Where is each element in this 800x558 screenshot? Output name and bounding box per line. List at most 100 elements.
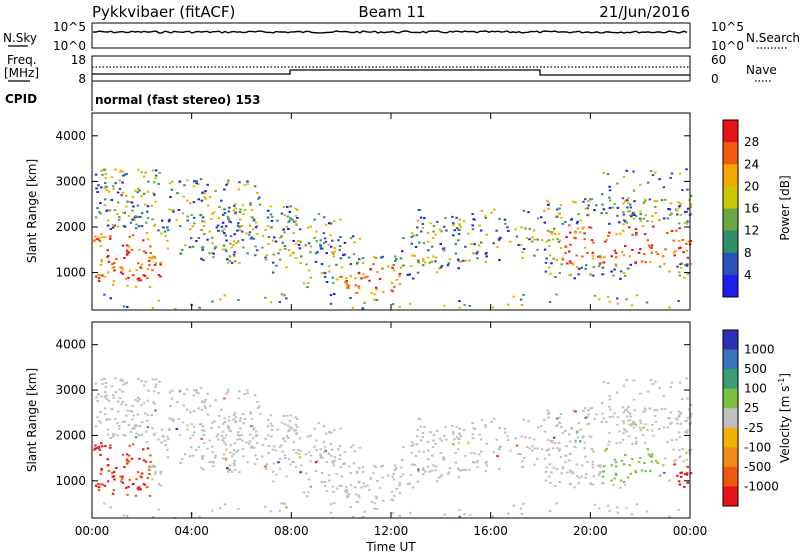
velocity-cell bbox=[295, 432, 298, 435]
velocity-cell bbox=[309, 485, 312, 488]
power-cell bbox=[139, 216, 142, 218]
power-cell bbox=[345, 280, 348, 282]
power-cell bbox=[118, 218, 121, 221]
power-cell bbox=[133, 218, 136, 221]
power-cell bbox=[375, 288, 378, 291]
velocity-cell bbox=[410, 441, 414, 444]
velocity-cell bbox=[373, 502, 376, 505]
velocity-cell bbox=[223, 417, 226, 420]
velocity-cell bbox=[324, 432, 328, 435]
colorbar-swatch bbox=[723, 252, 738, 276]
power-cell bbox=[588, 226, 591, 229]
velocity-cell bbox=[192, 410, 196, 413]
power-cell bbox=[272, 253, 275, 256]
power-cell bbox=[650, 251, 654, 254]
power-cell bbox=[167, 220, 171, 223]
velocity-cell bbox=[375, 497, 378, 500]
cpid-label: CPID bbox=[5, 92, 37, 106]
power-cell bbox=[139, 279, 142, 282]
power-cell bbox=[333, 293, 336, 295]
power-cell bbox=[672, 251, 676, 254]
velocity-cell bbox=[395, 487, 398, 490]
power-cell bbox=[216, 224, 220, 227]
power-cell bbox=[125, 249, 129, 252]
power-cell bbox=[271, 239, 275, 242]
power-cell bbox=[137, 277, 141, 280]
power-cell bbox=[249, 202, 252, 205]
velocity-cell bbox=[123, 466, 126, 468]
velocity-cell bbox=[242, 422, 245, 425]
velocity-cell bbox=[127, 460, 131, 463]
velocity-cell bbox=[186, 424, 189, 427]
velocity-cell bbox=[464, 454, 467, 457]
velocity-cell bbox=[116, 422, 119, 425]
velocity-cell bbox=[95, 484, 98, 487]
power-cell bbox=[233, 203, 237, 206]
velocity-cell bbox=[689, 472, 693, 475]
velocity-cell bbox=[434, 442, 437, 445]
velocity-cell bbox=[247, 442, 251, 445]
power-cell bbox=[217, 229, 220, 232]
power-cell bbox=[224, 248, 227, 251]
noise-left-tick-top: 10^5 bbox=[53, 20, 86, 34]
power-cell bbox=[280, 293, 284, 296]
velocity-cell bbox=[113, 418, 117, 421]
power-cell bbox=[153, 223, 157, 226]
velocity-cell bbox=[634, 470, 637, 473]
velocity-cell bbox=[202, 468, 205, 471]
power-cell bbox=[551, 231, 554, 233]
velocity-cell bbox=[282, 437, 286, 440]
power-cell bbox=[382, 291, 385, 293]
power-cell bbox=[104, 236, 107, 239]
power-cell bbox=[100, 233, 103, 236]
velocity-cell bbox=[421, 468, 425, 471]
power-cell bbox=[476, 250, 479, 253]
velocity-cell bbox=[545, 466, 548, 469]
velocity-cell bbox=[616, 415, 620, 418]
velocity-cell bbox=[139, 475, 142, 478]
velocity-cell bbox=[514, 437, 517, 440]
velocity-cell bbox=[240, 433, 243, 436]
velocity-cell bbox=[655, 409, 659, 412]
velocity-cell bbox=[507, 439, 510, 441]
velocity-cell bbox=[146, 447, 150, 450]
velocity-cell bbox=[255, 430, 258, 433]
velocity-cell bbox=[342, 463, 345, 466]
power-cell bbox=[554, 276, 557, 278]
power-cell bbox=[114, 168, 117, 171]
velocity-cell bbox=[221, 430, 225, 433]
velocity-cell bbox=[267, 452, 270, 454]
power-cell bbox=[256, 191, 259, 194]
power-cell bbox=[625, 221, 628, 224]
power-cell bbox=[457, 267, 460, 270]
velocity-cell bbox=[614, 472, 618, 475]
velocity-cell bbox=[674, 459, 678, 461]
power-cell bbox=[679, 246, 682, 249]
velocity-cell bbox=[581, 464, 584, 467]
velocity-cell bbox=[428, 470, 431, 473]
power-cell bbox=[113, 224, 116, 227]
power-cell bbox=[668, 270, 671, 273]
power-cell bbox=[93, 238, 97, 241]
velocity-cell bbox=[682, 460, 685, 463]
velocity-cell bbox=[125, 458, 129, 461]
velocity-cell bbox=[195, 391, 198, 394]
power-cell bbox=[179, 225, 182, 228]
velocity-cell bbox=[477, 453, 481, 456]
velocity-cell bbox=[503, 427, 507, 430]
power-cell bbox=[369, 268, 372, 270]
power-cell bbox=[560, 263, 563, 266]
velocity-cell bbox=[421, 473, 425, 476]
power-ylabel: Slant Range [km] bbox=[25, 159, 39, 263]
velocity-cell bbox=[323, 484, 327, 487]
velocity-cell bbox=[575, 475, 579, 478]
x-tick-label: 08:00 bbox=[274, 524, 309, 538]
velocity-cell bbox=[664, 407, 667, 410]
power-cell bbox=[224, 234, 227, 237]
power-cell bbox=[686, 263, 689, 266]
velocity-cell bbox=[532, 438, 536, 441]
velocity-cell bbox=[217, 426, 221, 429]
velocity-cell bbox=[615, 474, 618, 477]
power-cell bbox=[186, 215, 189, 218]
power-cell bbox=[553, 233, 557, 235]
